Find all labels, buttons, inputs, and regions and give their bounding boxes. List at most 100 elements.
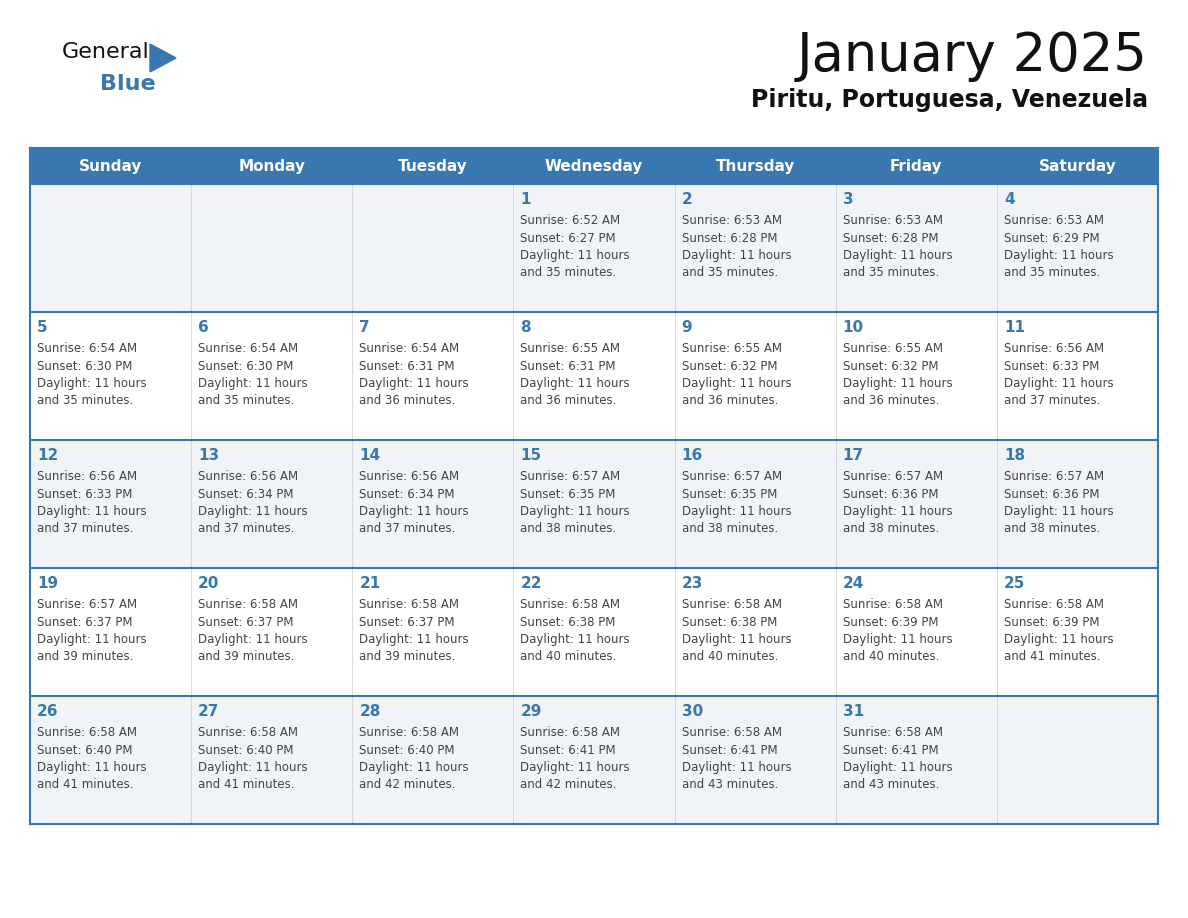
- Text: and 43 minutes.: and 43 minutes.: [682, 778, 778, 791]
- Text: Sunset: 6:28 PM: Sunset: 6:28 PM: [842, 231, 939, 244]
- Text: 16: 16: [682, 448, 703, 463]
- Text: Daylight: 11 hours: Daylight: 11 hours: [198, 761, 308, 774]
- Text: Sunrise: 6:58 AM: Sunrise: 6:58 AM: [842, 726, 943, 739]
- Text: 25: 25: [1004, 576, 1025, 591]
- Text: Sunrise: 6:58 AM: Sunrise: 6:58 AM: [682, 726, 782, 739]
- Text: 14: 14: [359, 448, 380, 463]
- Text: Sunrise: 6:57 AM: Sunrise: 6:57 AM: [682, 470, 782, 483]
- Text: Daylight: 11 hours: Daylight: 11 hours: [1004, 249, 1113, 262]
- Text: 5: 5: [37, 320, 48, 335]
- Text: 1: 1: [520, 192, 531, 207]
- Text: Friday: Friday: [890, 159, 942, 174]
- Text: Sunrise: 6:58 AM: Sunrise: 6:58 AM: [520, 598, 620, 611]
- Text: Sunrise: 6:55 AM: Sunrise: 6:55 AM: [520, 342, 620, 355]
- Text: and 43 minutes.: and 43 minutes.: [842, 778, 939, 791]
- Text: Sunrise: 6:58 AM: Sunrise: 6:58 AM: [1004, 598, 1104, 611]
- Text: 21: 21: [359, 576, 380, 591]
- Text: Daylight: 11 hours: Daylight: 11 hours: [1004, 377, 1113, 390]
- Text: Sunset: 6:37 PM: Sunset: 6:37 PM: [37, 615, 133, 629]
- Text: Daylight: 11 hours: Daylight: 11 hours: [37, 761, 146, 774]
- Text: and 37 minutes.: and 37 minutes.: [1004, 395, 1100, 408]
- Text: Sunset: 6:30 PM: Sunset: 6:30 PM: [198, 360, 293, 373]
- Text: Daylight: 11 hours: Daylight: 11 hours: [359, 633, 469, 646]
- Text: Daylight: 11 hours: Daylight: 11 hours: [682, 633, 791, 646]
- Text: and 37 minutes.: and 37 minutes.: [198, 522, 295, 535]
- Text: 26: 26: [37, 704, 58, 719]
- Text: Sunrise: 6:57 AM: Sunrise: 6:57 AM: [520, 470, 620, 483]
- Text: Daylight: 11 hours: Daylight: 11 hours: [520, 249, 630, 262]
- Text: Sunset: 6:36 PM: Sunset: 6:36 PM: [1004, 487, 1099, 500]
- Text: Sunrise: 6:57 AM: Sunrise: 6:57 AM: [1004, 470, 1104, 483]
- Text: January 2025: January 2025: [797, 30, 1148, 82]
- Text: Sunset: 6:37 PM: Sunset: 6:37 PM: [198, 615, 293, 629]
- Text: 9: 9: [682, 320, 693, 335]
- Text: Sunset: 6:34 PM: Sunset: 6:34 PM: [198, 487, 293, 500]
- Text: Sunset: 6:40 PM: Sunset: 6:40 PM: [359, 744, 455, 756]
- Text: Sunset: 6:34 PM: Sunset: 6:34 PM: [359, 487, 455, 500]
- Text: Daylight: 11 hours: Daylight: 11 hours: [198, 377, 308, 390]
- Text: Sunset: 6:39 PM: Sunset: 6:39 PM: [1004, 615, 1099, 629]
- Text: and 35 minutes.: and 35 minutes.: [842, 266, 939, 279]
- Text: Sunset: 6:31 PM: Sunset: 6:31 PM: [520, 360, 615, 373]
- Text: 2: 2: [682, 192, 693, 207]
- Text: and 35 minutes.: and 35 minutes.: [682, 266, 778, 279]
- Text: and 36 minutes.: and 36 minutes.: [520, 395, 617, 408]
- Text: Sunset: 6:31 PM: Sunset: 6:31 PM: [359, 360, 455, 373]
- Text: Daylight: 11 hours: Daylight: 11 hours: [682, 249, 791, 262]
- Bar: [30, 148, 1158, 184]
- Text: Sunrise: 6:58 AM: Sunrise: 6:58 AM: [682, 598, 782, 611]
- Text: and 39 minutes.: and 39 minutes.: [198, 651, 295, 664]
- Text: and 41 minutes.: and 41 minutes.: [1004, 651, 1100, 664]
- Text: Daylight: 11 hours: Daylight: 11 hours: [842, 633, 953, 646]
- Text: Sunrise: 6:58 AM: Sunrise: 6:58 AM: [842, 598, 943, 611]
- Text: and 38 minutes.: and 38 minutes.: [1004, 522, 1100, 535]
- Text: Daylight: 11 hours: Daylight: 11 hours: [37, 505, 146, 518]
- Text: Daylight: 11 hours: Daylight: 11 hours: [198, 633, 308, 646]
- Text: Wednesday: Wednesday: [545, 159, 643, 174]
- Text: General: General: [62, 42, 150, 62]
- Text: 6: 6: [198, 320, 209, 335]
- Text: 8: 8: [520, 320, 531, 335]
- Text: Sunset: 6:40 PM: Sunset: 6:40 PM: [37, 744, 133, 756]
- Text: 10: 10: [842, 320, 864, 335]
- Bar: [30, 568, 1158, 696]
- Text: and 42 minutes.: and 42 minutes.: [520, 778, 617, 791]
- Text: Daylight: 11 hours: Daylight: 11 hours: [1004, 633, 1113, 646]
- Text: Sunrise: 6:58 AM: Sunrise: 6:58 AM: [520, 726, 620, 739]
- Text: Daylight: 11 hours: Daylight: 11 hours: [682, 505, 791, 518]
- Text: and 37 minutes.: and 37 minutes.: [359, 522, 456, 535]
- Text: Blue: Blue: [100, 74, 156, 94]
- Text: Sunset: 6:29 PM: Sunset: 6:29 PM: [1004, 231, 1099, 244]
- Text: and 41 minutes.: and 41 minutes.: [37, 778, 133, 791]
- Text: Daylight: 11 hours: Daylight: 11 hours: [198, 505, 308, 518]
- Text: Sunrise: 6:53 AM: Sunrise: 6:53 AM: [1004, 214, 1104, 227]
- Text: Saturday: Saturday: [1038, 159, 1117, 174]
- Text: Sunrise: 6:52 AM: Sunrise: 6:52 AM: [520, 214, 620, 227]
- Text: and 41 minutes.: and 41 minutes.: [198, 778, 295, 791]
- Text: 27: 27: [198, 704, 220, 719]
- Text: and 35 minutes.: and 35 minutes.: [37, 395, 133, 408]
- Text: Thursday: Thursday: [715, 159, 795, 174]
- Text: Daylight: 11 hours: Daylight: 11 hours: [842, 377, 953, 390]
- Text: and 40 minutes.: and 40 minutes.: [520, 651, 617, 664]
- Text: Daylight: 11 hours: Daylight: 11 hours: [842, 249, 953, 262]
- Text: Daylight: 11 hours: Daylight: 11 hours: [842, 761, 953, 774]
- Text: Daylight: 11 hours: Daylight: 11 hours: [37, 633, 146, 646]
- Text: and 40 minutes.: and 40 minutes.: [842, 651, 939, 664]
- Text: Sunset: 6:41 PM: Sunset: 6:41 PM: [520, 744, 617, 756]
- Bar: [30, 696, 1158, 824]
- Bar: [30, 312, 1158, 440]
- Text: 23: 23: [682, 576, 703, 591]
- Text: 31: 31: [842, 704, 864, 719]
- Text: Daylight: 11 hours: Daylight: 11 hours: [359, 761, 469, 774]
- Text: and 42 minutes.: and 42 minutes.: [359, 778, 456, 791]
- Text: Sunrise: 6:56 AM: Sunrise: 6:56 AM: [198, 470, 298, 483]
- Bar: [30, 440, 1158, 568]
- Text: Sunrise: 6:53 AM: Sunrise: 6:53 AM: [682, 214, 782, 227]
- Text: Sunrise: 6:58 AM: Sunrise: 6:58 AM: [37, 726, 137, 739]
- Text: Sunrise: 6:53 AM: Sunrise: 6:53 AM: [842, 214, 943, 227]
- Text: and 36 minutes.: and 36 minutes.: [842, 395, 939, 408]
- Text: Daylight: 11 hours: Daylight: 11 hours: [520, 633, 630, 646]
- Text: 20: 20: [198, 576, 220, 591]
- Text: Sunrise: 6:57 AM: Sunrise: 6:57 AM: [37, 598, 137, 611]
